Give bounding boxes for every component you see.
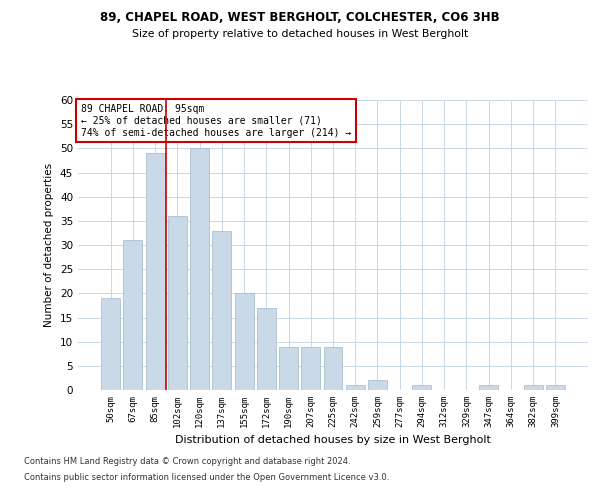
Y-axis label: Number of detached properties: Number of detached properties (44, 163, 55, 327)
Bar (168, 216, 187, 390)
Bar (279, 346, 298, 390)
Bar (190, 148, 209, 390)
Bar (412, 385, 431, 390)
Bar (479, 385, 498, 390)
Bar (146, 153, 164, 390)
Bar (346, 385, 365, 390)
Text: 89, CHAPEL ROAD, WEST BERGHOLT, COLCHESTER, CO6 3HB: 89, CHAPEL ROAD, WEST BERGHOLT, COLCHEST… (100, 11, 500, 24)
Bar (546, 385, 565, 390)
Bar (124, 240, 142, 390)
Bar (524, 385, 542, 390)
Bar (368, 380, 387, 390)
Bar (257, 308, 276, 390)
Bar (212, 230, 231, 390)
Bar (101, 298, 120, 390)
Bar (323, 346, 343, 390)
Text: Contains public sector information licensed under the Open Government Licence v3: Contains public sector information licen… (24, 472, 389, 482)
Text: Contains HM Land Registry data © Crown copyright and database right 2024.: Contains HM Land Registry data © Crown c… (24, 458, 350, 466)
X-axis label: Distribution of detached houses by size in West Bergholt: Distribution of detached houses by size … (175, 436, 491, 446)
Text: Size of property relative to detached houses in West Bergholt: Size of property relative to detached ho… (132, 29, 468, 39)
Bar (301, 346, 320, 390)
Text: 89 CHAPEL ROAD: 95sqm
← 25% of detached houses are smaller (71)
74% of semi-deta: 89 CHAPEL ROAD: 95sqm ← 25% of detached … (80, 104, 351, 138)
Bar (235, 294, 254, 390)
